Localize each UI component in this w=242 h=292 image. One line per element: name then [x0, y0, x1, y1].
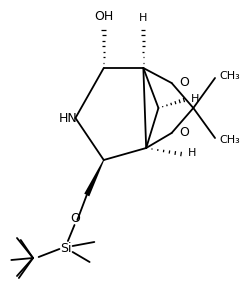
- Text: O: O: [70, 213, 80, 225]
- Text: O: O: [179, 77, 189, 90]
- Text: HN: HN: [59, 112, 77, 124]
- Text: Si: Si: [60, 241, 72, 255]
- Polygon shape: [84, 160, 104, 197]
- Text: H: H: [190, 94, 199, 104]
- Text: CH₃: CH₃: [220, 71, 241, 81]
- Text: O: O: [179, 126, 189, 140]
- Text: H: H: [188, 148, 196, 158]
- Text: H: H: [139, 13, 148, 23]
- Text: CH₃: CH₃: [220, 135, 241, 145]
- Text: OH: OH: [94, 10, 113, 22]
